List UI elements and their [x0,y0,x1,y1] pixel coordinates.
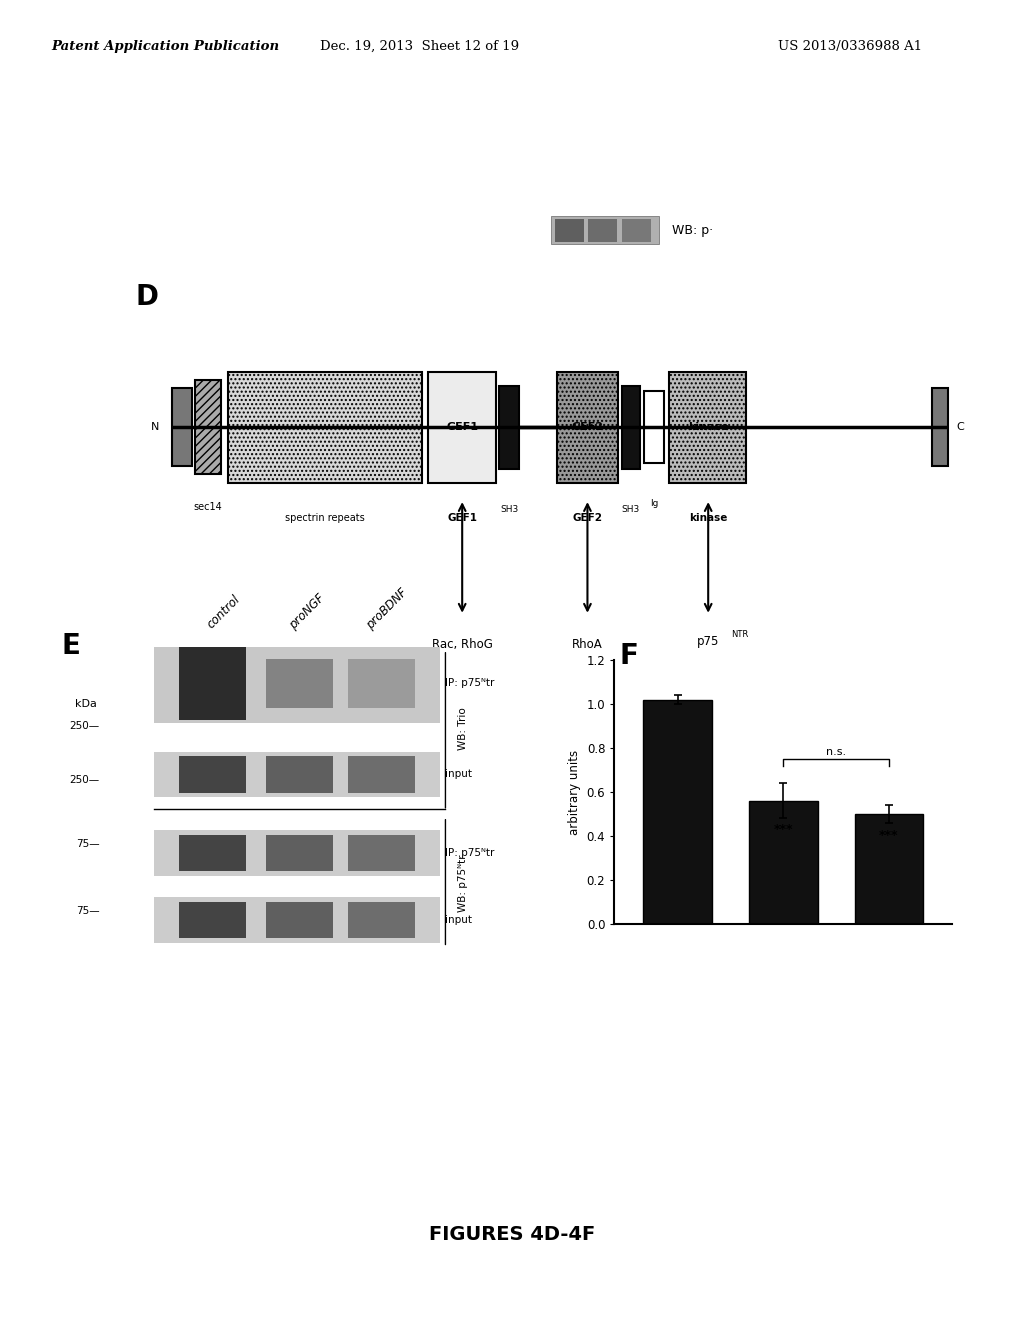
Text: n.s.: n.s. [826,747,846,756]
Text: ***: *** [773,822,794,836]
Text: 75—: 75— [76,906,100,916]
Bar [855,814,924,924]
Text: Dec. 19, 2013  Sheet 12 of 19: Dec. 19, 2013 Sheet 12 of 19 [321,40,519,53]
Text: E: E [61,631,80,660]
Text: C: C [956,422,964,432]
Text: N: N [152,422,160,432]
Bar [179,756,246,792]
Bar [348,836,415,871]
Bar [749,801,818,924]
Bar [172,388,191,466]
Bar [154,830,440,876]
Bar [555,219,584,242]
Text: IP: p75ᴺtr: IP: p75ᴺtr [445,849,495,858]
Bar [179,902,246,939]
Bar [643,700,712,924]
Text: kinase: kinase [689,513,727,523]
Bar [266,836,333,871]
Text: WB: Trio: WB: Trio [458,708,468,750]
Text: input: input [445,915,472,925]
Text: input: input [445,770,472,779]
Text: WB: p·: WB: p· [672,224,714,236]
Text: 250—: 250— [70,721,100,731]
Bar [154,644,440,722]
Text: proBDNF: proBDNF [364,586,410,631]
Text: sec14: sec14 [194,502,222,512]
Text: GEF2: GEF2 [571,422,603,432]
Text: SH3: SH3 [622,504,640,513]
Bar [196,380,221,474]
Bar [154,751,440,797]
Text: SH3: SH3 [500,504,518,513]
Bar [266,756,333,792]
Bar [266,659,333,708]
Bar [551,216,658,244]
Text: Rac, RhoG: Rac, RhoG [432,638,493,651]
Bar [348,659,415,708]
Text: ***: *** [880,829,899,842]
Bar [154,898,440,942]
Bar [348,756,415,792]
Text: kDa: kDa [76,700,97,709]
Bar [557,372,618,483]
Bar [622,219,650,242]
Text: D: D [136,282,159,312]
Bar [589,219,617,242]
Bar [228,372,422,483]
Text: WB: p75ᴺtr: WB: p75ᴺtr [458,855,468,912]
Text: spectrin repeats: spectrin repeats [286,513,366,523]
Text: 250—: 250— [70,775,100,785]
Text: GEF1: GEF1 [446,422,478,432]
Text: IP: p75ᴺtr: IP: p75ᴺtr [445,678,495,688]
Text: kinase: kinase [688,422,728,432]
Text: FIGURES 4D-4F: FIGURES 4D-4F [429,1225,595,1243]
Text: Ig: Ig [650,499,658,508]
Text: Patent Application Publication: Patent Application Publication [51,40,280,53]
Bar [179,647,246,719]
Text: p75: p75 [697,635,720,648]
Y-axis label: arbitrary units: arbitrary units [568,750,581,834]
Bar [670,372,746,483]
Bar [499,385,519,469]
Text: US 2013/0336988 A1: US 2013/0336988 A1 [778,40,922,53]
Text: NTR: NTR [731,630,748,639]
Bar [348,902,415,939]
Text: GEF1: GEF1 [447,513,477,523]
Text: 75—: 75— [76,840,100,849]
Bar [179,836,246,871]
Text: F: F [620,643,639,671]
Text: GEF2: GEF2 [572,513,602,523]
Text: proNGF: proNGF [287,591,328,631]
Text: RhoA: RhoA [572,638,603,651]
Bar [932,388,948,466]
Bar [266,902,333,939]
Bar [622,385,640,469]
Bar [428,372,496,483]
Text: control: control [205,593,243,631]
Bar [644,391,664,463]
